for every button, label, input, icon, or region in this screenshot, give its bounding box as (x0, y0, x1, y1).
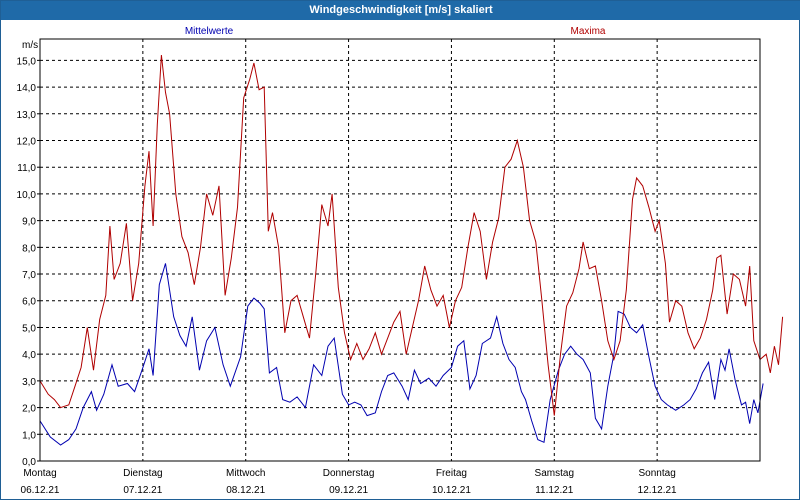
series-lines (39, 54, 784, 446)
y-tick-label: 4,0 (22, 350, 36, 361)
grid-lines (37, 39, 760, 462)
y-tick-label: 2,0 (22, 404, 36, 415)
x-day-label: Samstag (535, 468, 574, 479)
x-tick-labels: Montag 06.12.21 Dienstag 07.12.21 Mittwoch 08… (21, 468, 678, 496)
plot-area-border (39, 38, 761, 462)
y-tick-label: 9,0 (22, 217, 36, 228)
x-date-label: 07.12.21 (123, 485, 162, 496)
x-date-label: 12.12.21 (638, 485, 677, 496)
x-day-label: Donnerstag (323, 468, 375, 479)
x-date-label: 10.12.21 (432, 485, 471, 496)
y-tick-label: 8,0 (22, 243, 36, 254)
y-tick-label: 15,0 (17, 56, 37, 67)
x-date-label: 06.12.21 (21, 485, 60, 496)
legend-maxima: Maxima (570, 26, 605, 37)
y-tick-label: 3,0 (22, 377, 36, 388)
x-date-label: 09.12.21 (329, 485, 368, 496)
y-tick-label: 11,0 (17, 163, 36, 174)
x-day-label: Dienstag (123, 468, 162, 479)
x-day-label: Freitag (436, 468, 467, 479)
y-tick-label: 6,0 (22, 297, 36, 308)
y-tick-label: 0,0 (22, 457, 36, 468)
y-tick-label: 14,0 (17, 83, 37, 94)
y-tick-label: 7,0 (22, 270, 36, 281)
window-title: Windgeschwindigkeit [m/s] skaliert (1, 1, 800, 20)
x-date-label: 08.12.21 (226, 485, 265, 496)
series-line-mittelwerte (39, 263, 764, 446)
y-tick-label: 13,0 (17, 110, 37, 121)
y-tick-label: 10,0 (17, 190, 37, 201)
x-date-label: 11.12.21 (535, 485, 574, 496)
y-tick-labels: 0,0 1,0 2,0 3,0 4,0 5,0 6,0 7,0 8,0 9,0 10,0 11,0 12… (17, 56, 37, 468)
y-axis-label: m/s (22, 40, 38, 51)
legend-mittelwerte: Mittelwerte (185, 26, 234, 37)
y-tick-label: 5,0 (22, 323, 36, 334)
series-line-maxima (39, 54, 784, 416)
x-day-label: Montag (23, 468, 56, 479)
y-tick-label: 1,0 (22, 430, 36, 441)
y-tick-label: 12,0 (17, 136, 37, 147)
x-day-label: Sonntag (639, 468, 676, 479)
x-day-label: Mittwoch (226, 468, 265, 479)
